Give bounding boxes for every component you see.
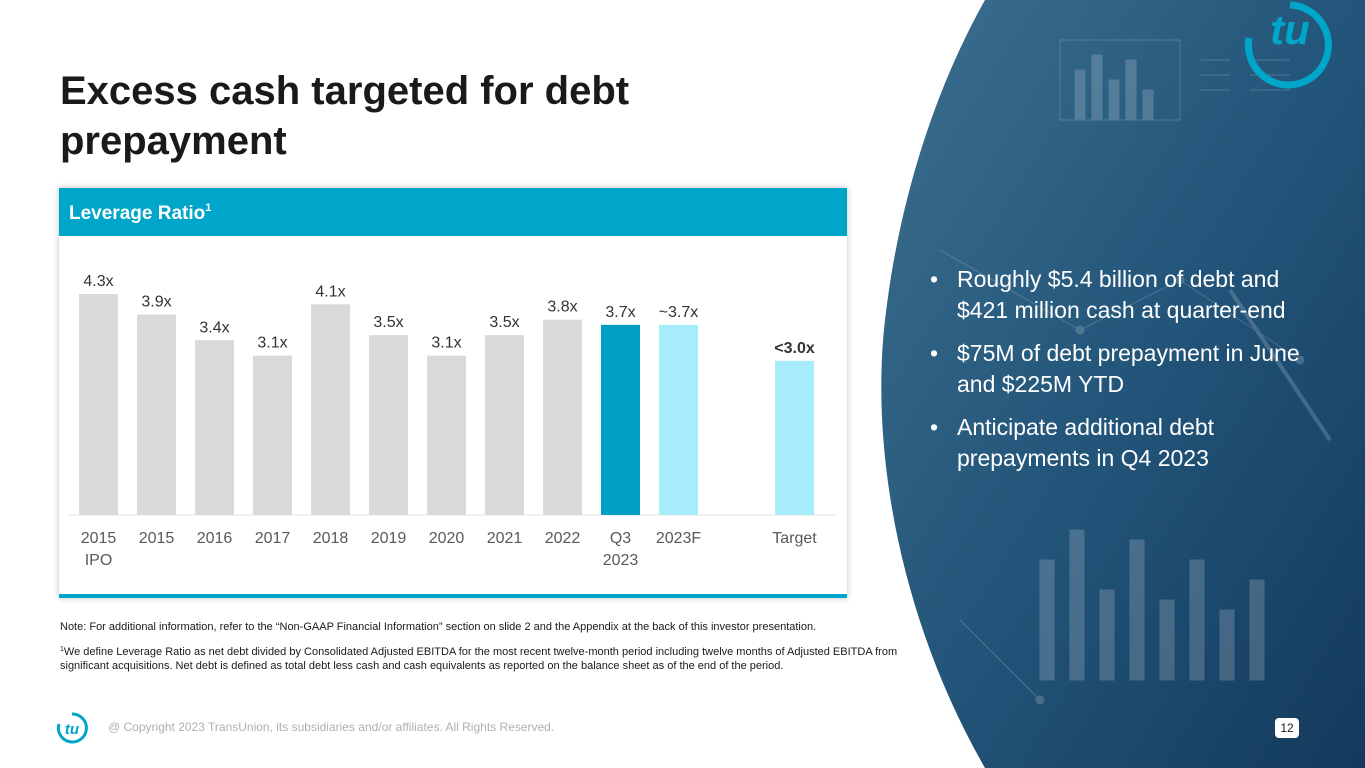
category-label-9: Q3 — [610, 530, 631, 547]
bar-3 — [253, 355, 292, 515]
panel-title: Leverage Ratio1 — [69, 202, 212, 224]
panel-header: Leverage Ratio1 — [59, 188, 847, 236]
data-label-5: 3.5x — [373, 314, 403, 331]
bar-11 — [775, 360, 814, 515]
data-label-10: ~3.7x — [659, 304, 699, 321]
footnote-text: 1We define Leverage Ratio as net debt di… — [60, 646, 898, 672]
brand-logo — [1244, 1, 1332, 89]
note-text: Note: For additional information, refer … — [60, 621, 817, 633]
data-label-3: 3.1x — [257, 335, 287, 352]
copyright-text: @ Copyright 2023 TransUnion, its subsidi… — [108, 720, 555, 734]
category-label-1: 2015 — [139, 530, 175, 547]
bar-10 — [659, 324, 698, 515]
notes: Note: For additional information, refer … — [60, 620, 940, 682]
category-label-6: 2020 — [429, 530, 465, 547]
bar-6 — [427, 355, 466, 515]
key-points-list: Roughly $5.4 billion of debt and $421 mi… — [930, 264, 1310, 486]
data-label-8: 3.8x — [547, 299, 577, 316]
page-number: 12 — [1275, 718, 1299, 738]
category-label-0: IPO — [85, 552, 113, 569]
data-label-9: 3.7x — [605, 304, 635, 321]
data-label-2: 3.4x — [199, 319, 229, 336]
category-label-11: Target — [772, 530, 817, 547]
data-label-6: 3.1x — [431, 335, 461, 352]
category-label-2: 2016 — [197, 530, 233, 547]
page-title: Excess cash targeted for debt prepayment — [60, 69, 630, 163]
bar-9 — [601, 324, 640, 515]
category-label-7: 2021 — [487, 530, 523, 547]
bar-7 — [485, 335, 524, 515]
data-label-7: 3.5x — [489, 314, 519, 331]
category-label-5: 2019 — [371, 530, 407, 547]
category-label-3: 2017 — [255, 530, 291, 547]
category-label-10: 2023F — [656, 530, 702, 547]
category-label-4: 2018 — [313, 530, 349, 547]
data-label-0: 4.3x — [83, 273, 113, 290]
footnote-marker: 1 — [205, 202, 212, 214]
svg-text:tu: tu — [1270, 6, 1310, 53]
bar-8 — [543, 319, 582, 515]
bar-5 — [369, 335, 408, 515]
data-label-11: <3.0x — [774, 340, 815, 357]
bullet-item: $75M of debt prepayment in June and $225… — [930, 338, 1310, 400]
bar-1 — [137, 314, 176, 515]
leverage-ratio-panel: Leverage Ratio1 4.3x 2015 IPO 3.9x 2015 3.4x 2… — [59, 188, 847, 598]
svg-text:tu: tu — [65, 721, 79, 738]
category-label-9: 2023 — [603, 552, 639, 569]
category-label-8: 2022 — [545, 530, 581, 547]
bullet-item: Anticipate additional debt prepayments i… — [930, 412, 1310, 474]
leverage-ratio-chart: 4.3x 2015 IPO 3.9x 2015 3.4x 2016 3.1x 2017 4.1x 2… — [69, 273, 837, 569]
bullet-item: Roughly $5.4 billion of debt and $421 mi… — [930, 264, 1310, 326]
transunion-logo-icon: tu — [56, 712, 88, 744]
data-label-4: 4.1x — [315, 283, 345, 300]
data-label-1: 3.9x — [141, 294, 171, 311]
bar-2 — [195, 340, 234, 515]
bar-4 — [311, 304, 350, 515]
category-label-0: 2015 — [81, 530, 117, 547]
bar-0 — [79, 294, 118, 515]
